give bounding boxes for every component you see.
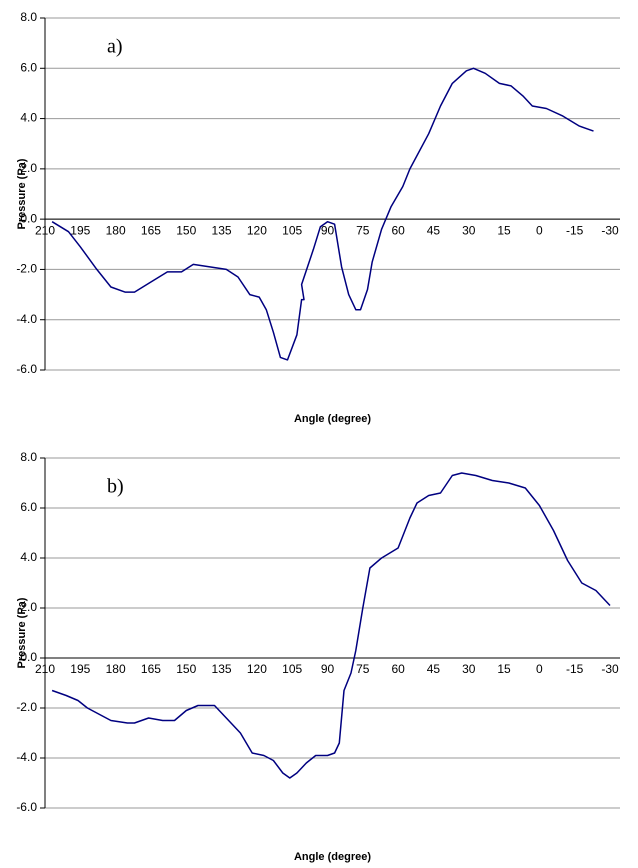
y-tick-label: 4.0 xyxy=(20,111,37,125)
x-tick-label: 135 xyxy=(212,223,232,237)
x-tick-label: 165 xyxy=(141,223,161,237)
y-tick-label: 0.0 xyxy=(20,650,37,664)
y-tick-label: 6.0 xyxy=(20,500,37,514)
panel-label: b) xyxy=(107,476,124,498)
y-tick-label: -6.0 xyxy=(16,800,37,814)
y-axis-title: Pressure (Pa) xyxy=(16,597,28,668)
x-tick-label: 135 xyxy=(212,662,232,676)
x-tick-label: 75 xyxy=(356,223,370,237)
y-tick-label: -4.0 xyxy=(16,750,37,764)
x-tick-label: 195 xyxy=(70,662,90,676)
x-tick-label: -15 xyxy=(566,223,584,237)
x-tick-label: 105 xyxy=(282,223,302,237)
chart: 8.0 6.0 4.0 2.0 0.0 -2.0 -4.0 -6.0 210 195 180 165 1… xyxy=(16,10,620,425)
x-tick-label: 180 xyxy=(106,223,126,237)
y-tick-label: -2.0 xyxy=(16,700,37,714)
y-tick-label: 4.0 xyxy=(20,550,37,564)
x-axis-title: Angle (degree) xyxy=(294,851,371,863)
y-tick-label: -2.0 xyxy=(16,262,37,276)
x-tick-label: 75 xyxy=(356,662,370,676)
chart: 8.0 6.0 4.0 2.0 0.0 -2.0 -4.0 -6.0 210 195 180 165 1… xyxy=(16,450,620,863)
x-tick-label: 150 xyxy=(176,223,196,237)
x-tick-label: 165 xyxy=(141,662,161,676)
x-tick-label: -30 xyxy=(601,662,619,676)
x-tick-label: 210 xyxy=(35,223,55,237)
x-tick-label: 60 xyxy=(391,223,405,237)
x-tick-label: 30 xyxy=(462,662,476,676)
x-tick-label: 45 xyxy=(427,662,441,676)
data-line xyxy=(51,67,594,361)
x-tick-label: 120 xyxy=(247,223,267,237)
x-tick-label: 30 xyxy=(462,223,476,237)
x-tick-label: 90 xyxy=(321,662,335,676)
x-tick-label: 60 xyxy=(391,662,405,676)
x-tick-label: 210 xyxy=(35,662,55,676)
y-tick-label: 8.0 xyxy=(20,10,37,24)
x-tick-label: -30 xyxy=(601,223,619,237)
x-tick-label: 180 xyxy=(106,662,126,676)
x-tick-label: -15 xyxy=(566,662,584,676)
y-tick-label: 8.0 xyxy=(20,450,37,464)
x-tick-label: 0 xyxy=(536,223,543,237)
x-tick-label: 120 xyxy=(247,662,267,676)
x-tick-label: 105 xyxy=(282,662,302,676)
y-tick-label: 6.0 xyxy=(20,60,37,74)
y-tick-label: 0.0 xyxy=(20,211,37,225)
x-tick-label: 90 xyxy=(321,223,335,237)
x-axis-title: Angle (degree) xyxy=(294,413,371,425)
y-tick-label: 2.0 xyxy=(20,600,37,614)
y-axis-title: Pressure (Pa) xyxy=(16,158,28,229)
data-line xyxy=(51,472,611,779)
x-tick-label: 0 xyxy=(536,662,543,676)
x-tick-label: 45 xyxy=(427,223,441,237)
y-tick-label: 2.0 xyxy=(20,161,37,175)
x-tick-label: 195 xyxy=(70,223,90,237)
x-tick-label: 15 xyxy=(497,662,511,676)
y-tick-label: -6.0 xyxy=(16,362,37,376)
y-tick-label: -4.0 xyxy=(16,312,37,326)
x-tick-label: 15 xyxy=(497,223,511,237)
x-tick-label: 150 xyxy=(176,662,196,676)
panel-label: a) xyxy=(107,36,123,58)
